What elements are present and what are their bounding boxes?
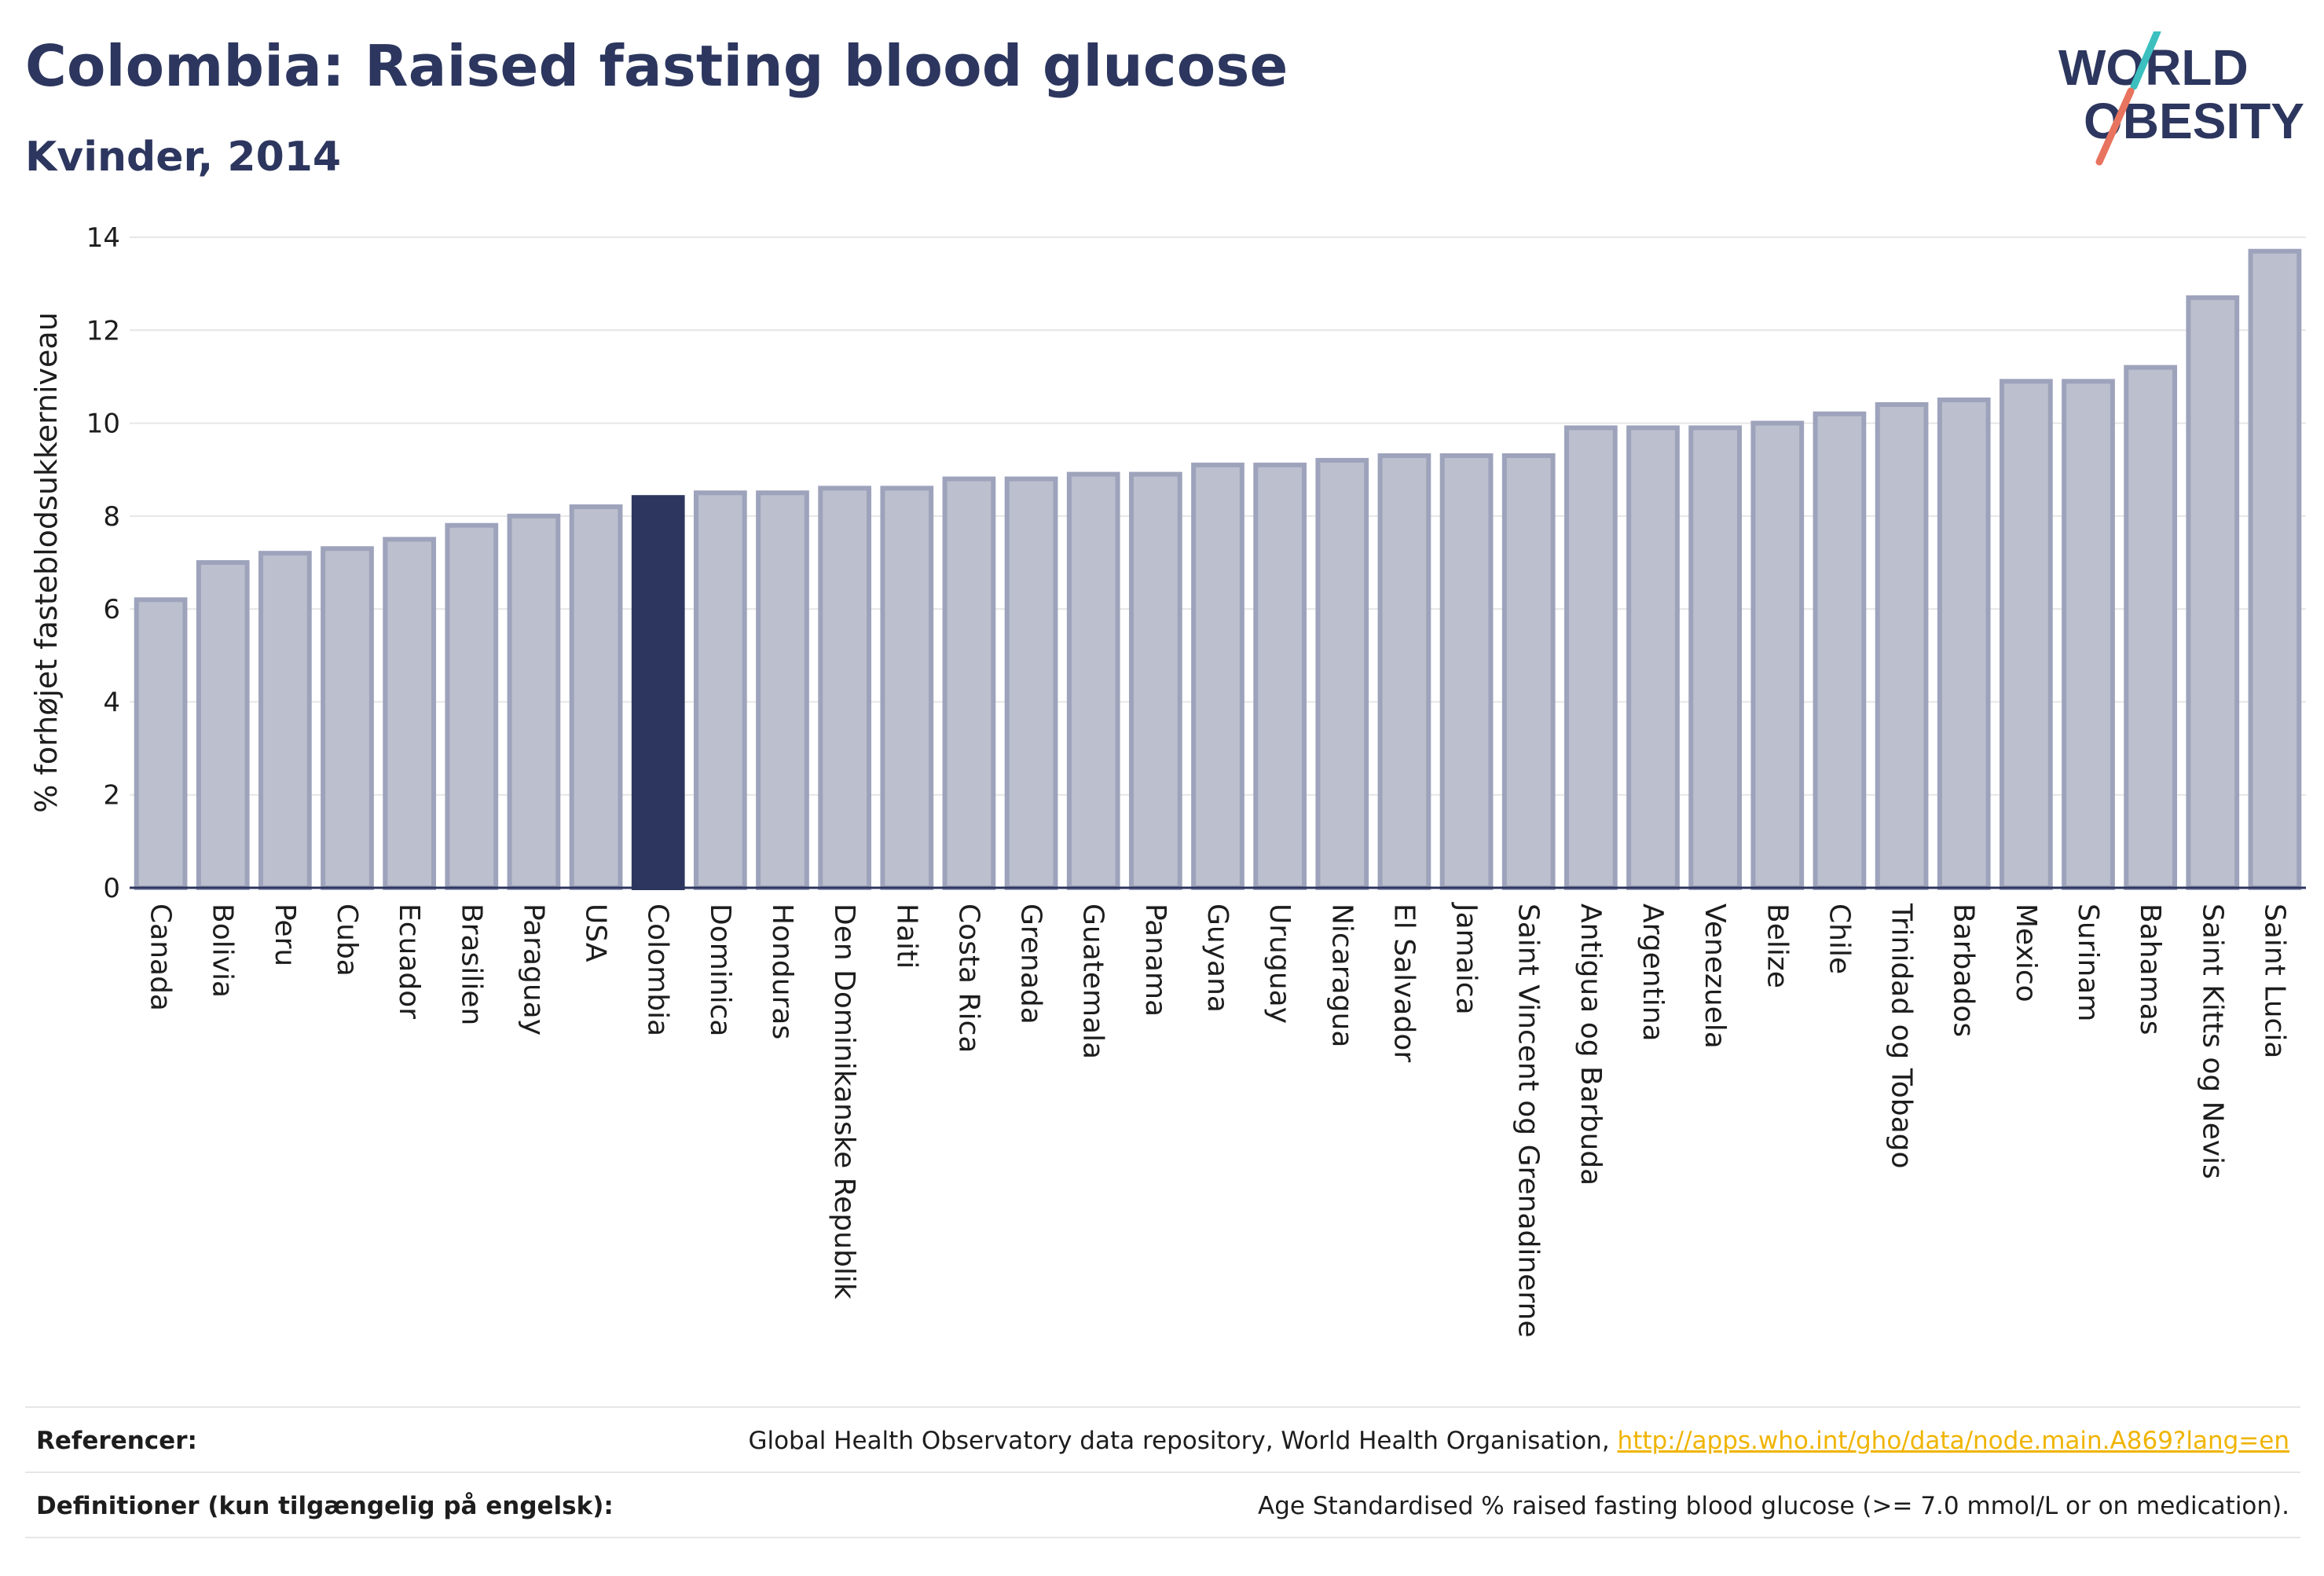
x-tick-label: Bahamas — [2134, 903, 2166, 1035]
world-obesity-logo: WORLD OBESITY — [2058, 31, 2304, 166]
x-tick-label: Peru — [269, 903, 301, 966]
bar — [2186, 295, 2240, 890]
y-tick-label: 12 — [86, 315, 120, 346]
x-tick-label: Honduras — [766, 903, 798, 1039]
x-tick-label: Uruguay — [1263, 903, 1296, 1024]
bar — [1004, 476, 1058, 890]
bar — [1439, 453, 1494, 890]
bar — [321, 546, 374, 890]
page-subtitle: Kvinder, 2014 — [25, 134, 342, 181]
bar — [756, 490, 809, 890]
x-tick-label: Den Dominikanske Republik — [828, 903, 860, 1299]
x-tick-label: Bolivia — [207, 903, 239, 998]
bar — [942, 476, 996, 890]
x-tick-label: Belize — [1761, 903, 1793, 988]
bar — [2248, 248, 2302, 890]
bar — [445, 522, 499, 891]
bar — [196, 560, 250, 890]
bar — [1563, 425, 1618, 890]
bar — [258, 551, 312, 891]
x-tick-label: Jamaica — [1450, 902, 1483, 1015]
x-tick-label: Costa Rica — [952, 903, 984, 1053]
bar — [1999, 379, 2053, 891]
bar — [134, 597, 188, 890]
x-tick-label: Saint Vincent og Grenadinerne — [1512, 903, 1545, 1337]
bar — [1253, 462, 1307, 890]
x-tick-label: Canada — [145, 903, 177, 1011]
logo-slash-coral — [2095, 87, 2135, 166]
logo-slash-teal — [2130, 31, 2161, 90]
references-link[interactable]: http://apps.who.int/gho/data/node.main.A… — [1617, 1427, 2289, 1455]
bar — [1875, 401, 1929, 890]
bar — [1688, 425, 1743, 890]
bar — [1937, 398, 1991, 890]
bar — [1813, 411, 1867, 890]
x-tick-label: Trinidad og Tobago — [1886, 903, 1918, 1169]
bar — [1377, 453, 1431, 890]
bar — [2124, 365, 2178, 891]
x-tick-label: Ecuador — [393, 903, 425, 1019]
y-tick-label: 2 — [103, 780, 120, 812]
definitions-label: Definitioner (kun tilgængelig på engelsk… — [36, 1492, 614, 1520]
y-tick-label: 4 — [103, 687, 120, 718]
x-tick-label: Grenada — [1015, 903, 1047, 1024]
y-axis-label: % forhøjet fasteblodsukkerniveau — [29, 312, 64, 813]
y-tick-label: 10 — [86, 409, 120, 440]
x-tick-label: Argentina — [1637, 903, 1669, 1042]
x-tick-label: Nicaragua — [1325, 903, 1358, 1047]
bar — [880, 486, 934, 890]
x-tick-label: Saint Kitts og Nevis — [2196, 903, 2228, 1179]
definitions-row: Definitioner (kun tilgængelig på engelsk… — [25, 1472, 2300, 1536]
definitions-value: Age Standardised % raised fasting blood … — [1258, 1492, 2289, 1520]
x-tick-label: USA — [580, 903, 612, 962]
x-tick-label: Guatemala — [1077, 903, 1109, 1059]
x-tick-label: Colombia — [642, 903, 674, 1036]
bar — [2062, 379, 2115, 891]
y-tick-label: 6 — [103, 594, 120, 625]
bar — [1626, 425, 1680, 890]
bar — [1750, 420, 1805, 890]
bar — [818, 486, 872, 890]
x-tick-label: Paraguay — [517, 903, 549, 1035]
x-tick-label: Venezuela — [1699, 903, 1731, 1049]
x-tick-label: El Salvador — [1387, 903, 1420, 1062]
references-text: Global Health Observatory data repositor… — [748, 1427, 1618, 1455]
references-row: Referencer: Global Health Observatory da… — [25, 1406, 2300, 1471]
footer: Referencer: Global Health Observatory da… — [25, 1406, 2300, 1540]
x-tick-label: Barbados — [1948, 903, 1980, 1037]
x-tick-label: Chile — [1823, 903, 1855, 974]
bar — [1315, 457, 1369, 890]
references-label: Referencer: — [36, 1427, 197, 1455]
bar — [1128, 471, 1182, 890]
x-tick-label: Guyana — [1201, 903, 1233, 1013]
bar — [507, 513, 561, 890]
x-tick-label: Cuba — [331, 903, 363, 977]
x-tick-label: Panama — [1139, 903, 1171, 1017]
bar — [569, 504, 623, 890]
bar-highlight — [631, 495, 685, 890]
x-tick-label: Mexico — [2010, 903, 2042, 1002]
y-tick-label: 0 — [103, 873, 120, 904]
y-tick-label: 14 — [86, 222, 120, 254]
x-tick-label: Saint Lucia — [2258, 903, 2290, 1058]
bar — [383, 537, 437, 891]
y-tick-label: 8 — [103, 501, 120, 533]
x-tick-label: Brasilien — [455, 903, 487, 1025]
bar — [693, 490, 747, 890]
bar-chart: 0 2 4 6 8 10 12 14 % forhøjet fasteblodsukkerniv… — [29, 222, 2306, 1337]
bar — [1501, 453, 1556, 890]
x-tick-label: Haiti — [890, 903, 922, 969]
page-title: Colombia: Raised fasting blood glucose — [25, 33, 1288, 99]
x-tick-label: Antigua og Barbuda — [1574, 903, 1607, 1186]
x-tick-label: Surinam — [2072, 903, 2104, 1021]
footer-divider — [25, 1537, 2300, 1538]
bar — [1066, 471, 1120, 890]
x-tick-label: Dominica — [704, 903, 736, 1037]
bar — [1191, 462, 1244, 890]
references-value: Global Health Observatory data repositor… — [748, 1427, 2289, 1455]
